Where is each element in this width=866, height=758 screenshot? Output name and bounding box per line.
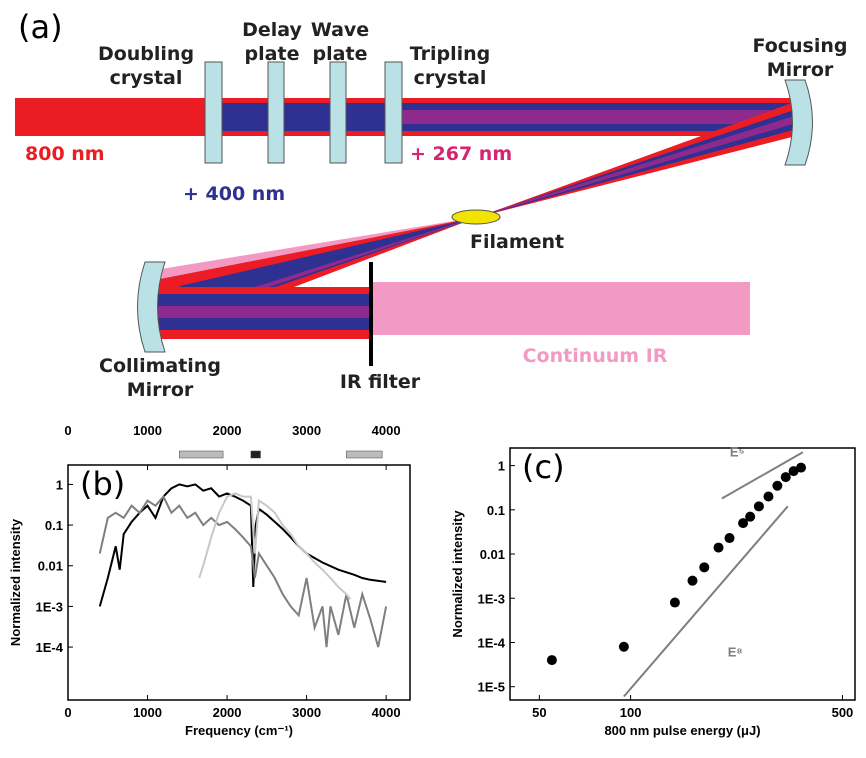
plot-area xyxy=(546,451,807,698)
doubling-crystal xyxy=(204,61,223,164)
filament-spot xyxy=(451,209,501,225)
label: IR filter xyxy=(340,371,421,393)
y-tick-label: 1E-3 xyxy=(478,591,505,606)
tripling-crystal xyxy=(384,61,403,164)
x-tick-label: 4000 xyxy=(372,705,401,720)
y-tick-label: 0.1 xyxy=(487,503,505,518)
guide-line xyxy=(721,451,804,500)
point xyxy=(772,480,783,491)
top-tick-label: 2000 xyxy=(213,423,242,438)
x-tick-label: 3000 xyxy=(292,705,321,720)
continuum-beam xyxy=(372,282,750,335)
point xyxy=(687,575,698,586)
plot-frame xyxy=(509,447,856,701)
x-tick-label: 2000 xyxy=(213,705,242,720)
y-axis-label: Normalized intensity xyxy=(8,518,23,646)
label: Tripling crystal xyxy=(410,43,491,89)
x-axis-label: Frequency (cm⁻¹) xyxy=(185,723,293,738)
top-tick-label: 0 xyxy=(64,423,71,438)
panel-label: (b) xyxy=(80,465,125,503)
label: Collimating Mirror xyxy=(99,355,221,401)
label: + 400 nm xyxy=(183,183,285,205)
top-band xyxy=(179,450,224,459)
top-tick-label: 1000 xyxy=(133,423,162,438)
top-band xyxy=(250,450,261,459)
series-line xyxy=(98,483,387,607)
x-tick-label: 0 xyxy=(64,705,71,720)
x-tick-label: 100 xyxy=(620,705,642,720)
top-tick-label: 4000 xyxy=(372,423,401,438)
y-tick-label: 1E-4 xyxy=(478,635,506,650)
y-axis-label: Normalized intensity xyxy=(450,510,465,638)
x-tick-label: 1000 xyxy=(133,705,162,720)
top-band xyxy=(346,450,383,459)
x-axis-label: 800 nm pulse energy (μJ) xyxy=(604,723,760,738)
point xyxy=(546,655,557,666)
point xyxy=(724,533,735,544)
y-tick-label: 0.01 xyxy=(480,547,505,562)
panel-label: (c) xyxy=(522,448,565,486)
point xyxy=(763,491,774,502)
point xyxy=(780,472,791,483)
y-tick-label: 1E-3 xyxy=(36,599,63,614)
top-tick-label: 3000 xyxy=(292,423,321,438)
beam-ir xyxy=(155,217,478,280)
series-line xyxy=(198,492,352,600)
y-tick-label: 0.01 xyxy=(38,559,63,574)
beam-focus xyxy=(155,100,800,340)
x-tick-label: 500 xyxy=(832,705,854,720)
collimated-uv xyxy=(150,306,372,318)
point xyxy=(796,462,807,473)
label: Delay plate xyxy=(242,19,302,65)
point xyxy=(669,597,680,608)
beam-focus-blue xyxy=(180,108,800,320)
label: Wave plate xyxy=(311,19,369,65)
point xyxy=(753,501,764,512)
y-tick-label: 0.1 xyxy=(45,518,63,533)
label: Doubling crystal xyxy=(98,43,194,89)
point xyxy=(738,518,749,529)
point xyxy=(788,466,799,477)
label: Continuum IR xyxy=(523,345,668,367)
panel-label: (a) xyxy=(18,8,63,46)
guide-line xyxy=(623,505,789,698)
point xyxy=(713,542,724,553)
series-line xyxy=(98,494,388,648)
beam-focus-uv xyxy=(230,114,800,300)
y-tick-label: 1E-5 xyxy=(478,680,505,695)
chart: 50 100 500 1 0.1 0.01 1E-3 1E-4 1E-5 Normalized i… xyxy=(450,445,856,738)
optics xyxy=(137,61,813,353)
guide-label: E⁵ xyxy=(730,445,745,460)
label: Filament xyxy=(470,231,564,253)
label: + 267 nm xyxy=(410,143,512,165)
focusing-mirror xyxy=(784,79,813,166)
diagram: (a) Doubling crystal Delay plate Wave plate… xyxy=(15,8,848,401)
point xyxy=(745,511,756,522)
collimating-mirror xyxy=(137,261,166,353)
y-tick-label: 1 xyxy=(498,459,505,474)
label: 800 nm xyxy=(25,143,105,165)
point xyxy=(618,641,629,652)
delay-plate xyxy=(267,61,285,164)
y-tick-label: 1E-4 xyxy=(36,640,64,655)
wave-plate xyxy=(329,61,347,164)
x-tick-label: 50 xyxy=(532,705,546,720)
plot-frame xyxy=(67,464,411,701)
chart: 0 0 1000 1000 2000 2000 3000 3000 4000 4000 1 0.1 0.… xyxy=(8,423,411,738)
point xyxy=(699,562,710,573)
beam-267 xyxy=(393,110,800,124)
guide-label: E⁸ xyxy=(728,644,743,659)
label: Focusing Mirror xyxy=(753,35,848,81)
y-tick-label: 1 xyxy=(56,477,63,492)
plot-area xyxy=(98,483,388,648)
